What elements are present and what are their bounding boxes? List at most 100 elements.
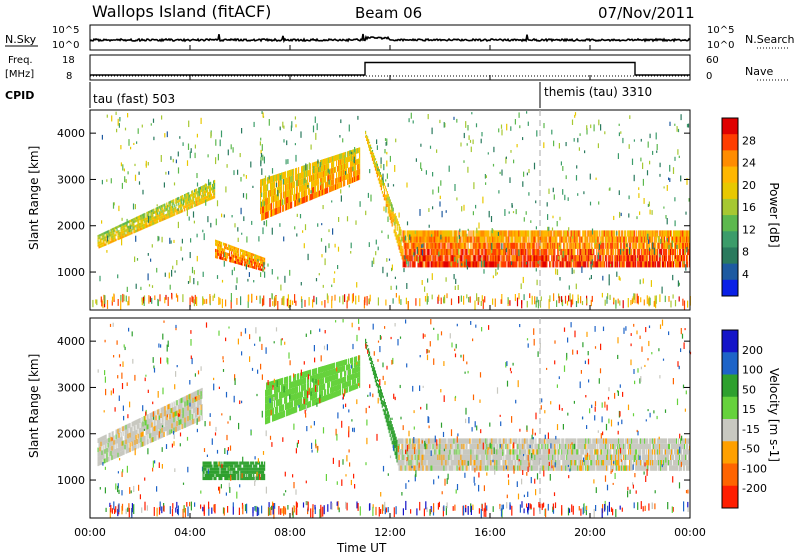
- scatter-echo: [591, 259, 593, 266]
- data-cell: [371, 151, 374, 154]
- data-cell: [654, 236, 656, 243]
- scatter-echo: [110, 178, 112, 184]
- data-cell: [116, 226, 118, 229]
- scatter-echo: [190, 238, 192, 243]
- scatter-echo: [371, 260, 373, 267]
- data-cell: [676, 236, 678, 243]
- data-cell: [532, 230, 534, 237]
- near-range-echo: [561, 299, 563, 305]
- data-cell: [374, 162, 377, 165]
- data-cell: [151, 217, 153, 221]
- data-cell: [378, 169, 380, 172]
- data-cell: [191, 205, 193, 209]
- scatter-echo: [132, 226, 134, 230]
- data-cell: [619, 230, 621, 237]
- data-cell: [366, 137, 368, 139]
- data-cell: [493, 236, 495, 243]
- scatter-echo: [346, 216, 349, 222]
- data-cell: [437, 248, 439, 256]
- near-range-echo: [175, 293, 178, 298]
- scatter-echo: [410, 112, 412, 119]
- scatter-echo: [432, 189, 434, 195]
- data-cell: [314, 180, 316, 187]
- scatter-echo: [182, 409, 184, 417]
- scatter-echo: [684, 248, 686, 255]
- data-cell: [537, 236, 539, 243]
- data-cell: [277, 173, 279, 181]
- scatter-echo: [380, 157, 382, 164]
- data-cell: [651, 230, 653, 237]
- data-cell: [674, 242, 676, 249]
- scatter-echo: [144, 220, 146, 223]
- scatter-echo: [484, 174, 486, 179]
- data-cell: [368, 146, 371, 148]
- scatter-echo: [261, 144, 263, 151]
- data-cell: [553, 261, 555, 268]
- data-cell: [664, 242, 666, 249]
- data-cell: [639, 236, 641, 243]
- data-cell: [584, 255, 586, 262]
- data-cell: [285, 171, 287, 178]
- data-cell: [657, 248, 659, 256]
- nave-tick-top: 60: [706, 55, 719, 66]
- scatter-echo: [318, 167, 320, 172]
- data-cell: [108, 241, 110, 245]
- data-cell: [440, 261, 442, 268]
- data-cell: [146, 217, 148, 220]
- data-cell: [565, 236, 567, 243]
- data-cell: [556, 261, 558, 268]
- scatter-echo: [233, 267, 235, 271]
- data-cell: [294, 181, 296, 188]
- data-cell: [171, 205, 173, 209]
- data-cell: [549, 236, 551, 243]
- scatter-echo: [282, 179, 284, 185]
- scatter-echo: [342, 138, 344, 143]
- data-cell: [390, 209, 392, 213]
- scatter-echo: [387, 216, 389, 223]
- scatter-echo: [350, 251, 352, 254]
- data-cell: [586, 255, 588, 262]
- near-range-echo: [202, 296, 204, 306]
- data-cell: [483, 236, 485, 243]
- data-cell: [194, 192, 196, 196]
- data-cell: [180, 403, 182, 409]
- scatter-echo: [535, 200, 537, 204]
- data-cell: [174, 421, 176, 427]
- data-cell: [353, 171, 355, 177]
- data-cell: [259, 255, 261, 259]
- data-cell: [641, 242, 643, 249]
- data-cell: [97, 239, 99, 242]
- data-cell: [383, 197, 385, 201]
- scatter-echo: [119, 458, 121, 461]
- data-cell: [97, 456, 99, 462]
- data-cell: [433, 236, 435, 243]
- data-cell: [248, 262, 250, 265]
- data-cell: [659, 242, 661, 249]
- data-cell: [224, 464, 226, 468]
- data-cell: [202, 470, 204, 474]
- data-cell: [637, 236, 639, 243]
- station-title: Wallops Island (fitACF): [92, 2, 271, 21]
- data-cell: [232, 461, 234, 465]
- near-range-echo: [494, 298, 496, 307]
- data-cell: [318, 190, 320, 197]
- data-cell: [153, 436, 155, 442]
- scatter-echo: [248, 272, 250, 277]
- data-cell: [113, 229, 115, 233]
- data-cell: [291, 182, 293, 189]
- data-cell: [241, 262, 243, 266]
- scatter-echo: [264, 175, 267, 181]
- data-cell: [432, 236, 434, 243]
- data-cell: [596, 261, 598, 268]
- data-cell: [649, 230, 651, 237]
- data-cell: [180, 210, 182, 214]
- scatter-echo: [138, 484, 140, 491]
- scatter-echo: [466, 265, 468, 270]
- data-cell: [524, 230, 526, 237]
- data-cell: [615, 261, 617, 268]
- near-range-echo: [277, 301, 279, 310]
- data-cell: [372, 156, 375, 159]
- data-cell: [112, 237, 114, 240]
- data-cell: [276, 201, 278, 208]
- data-cell: [179, 414, 181, 420]
